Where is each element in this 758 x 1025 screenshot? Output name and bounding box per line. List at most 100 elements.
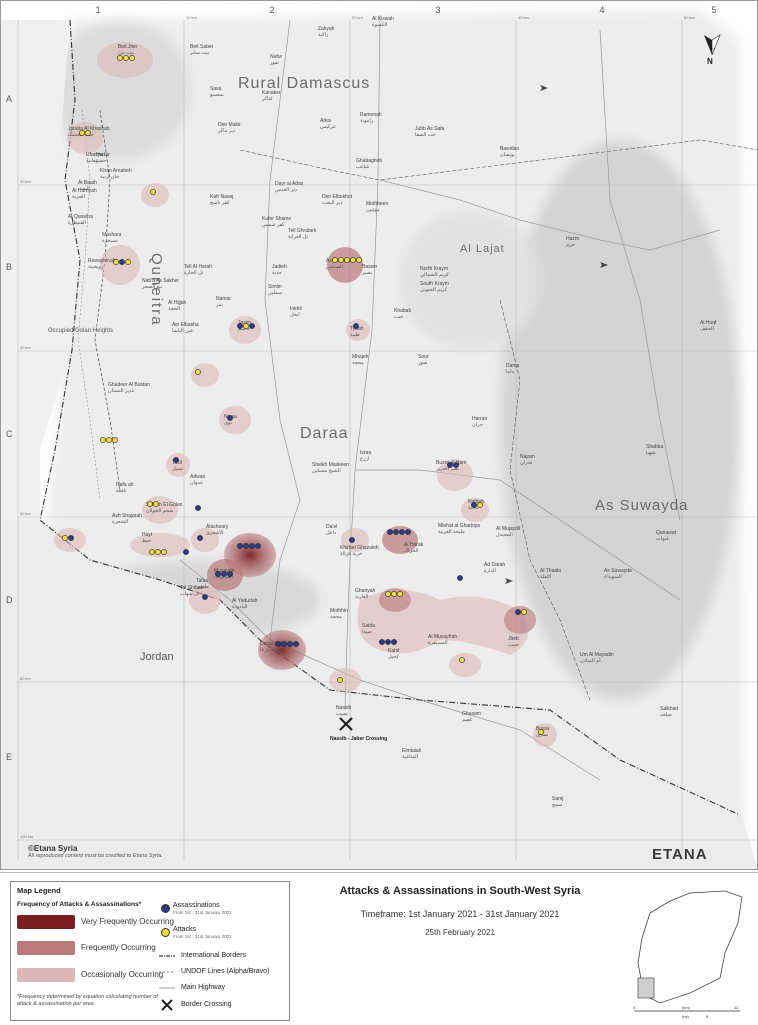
grid-col-labels: 1 2 3 4 5 <box>95 5 716 15</box>
assassination-marker[interactable] <box>237 543 243 549</box>
assassination-marker[interactable] <box>221 571 227 577</box>
place-label-arabic: كفر شمس <box>262 222 285 228</box>
assassination-marker[interactable] <box>447 462 453 468</box>
place-label-arabic: سعسع <box>210 92 224 98</box>
timeframe: Timeframe: 1st January 2021 - 31st Janua… <box>360 909 560 919</box>
assassination-marker[interactable] <box>287 641 293 647</box>
place-label: Al Yadudah <box>232 598 258 604</box>
place-label: Al Hurriyah <box>72 188 97 194</box>
attack-marker[interactable] <box>477 502 483 508</box>
attack-marker[interactable] <box>459 657 465 663</box>
attack-marker[interactable] <box>112 437 118 443</box>
assassination-marker[interactable] <box>281 641 287 647</box>
assassination-marker[interactable] <box>385 639 391 645</box>
assassination-marker[interactable] <box>293 641 299 647</box>
assassination-marker[interactable] <box>453 462 459 468</box>
assassination-marker[interactable] <box>275 641 281 647</box>
attack-marker[interactable] <box>338 257 344 263</box>
assassination-marker[interactable] <box>349 537 355 543</box>
assassination-marker[interactable] <box>119 259 125 265</box>
assassination-marker[interactable] <box>249 543 255 549</box>
place-label: Alasheary <box>206 524 229 530</box>
place-label: Beit Saber <box>190 44 214 50</box>
attack-marker[interactable] <box>385 591 391 597</box>
hotspot-frequent <box>504 606 536 634</box>
attack-marker[interactable] <box>123 55 129 61</box>
attack-marker[interactable] <box>106 437 112 443</box>
attack-marker[interactable] <box>538 729 544 735</box>
attack-marker[interactable] <box>161 549 167 555</box>
place-label-arabic: الدارة <box>484 568 496 574</box>
attack-marker[interactable] <box>155 549 161 555</box>
legend-borders: International Borders <box>181 952 246 959</box>
assassination-marker[interactable] <box>255 543 261 549</box>
assassination-marker[interactable] <box>237 323 243 329</box>
place-label-arabic: بصرى <box>536 732 548 738</box>
attack-marker[interactable] <box>195 369 201 375</box>
attack-marker[interactable] <box>337 677 343 683</box>
svg-text:N: N <box>707 57 713 66</box>
assassination-marker[interactable] <box>515 609 521 615</box>
place-label: Al Mujaydil <box>496 526 520 532</box>
attack-marker[interactable] <box>62 535 68 541</box>
assassination-marker[interactable] <box>243 543 249 549</box>
attack-marker[interactable] <box>243 323 249 329</box>
assassination-marker[interactable] <box>457 575 463 581</box>
place-label: Nab'a As Sakher <box>142 278 179 284</box>
assassination-marker[interactable] <box>249 323 255 329</box>
place-label-arabic: رويحينة <box>88 264 104 270</box>
hotspot-occasional <box>533 723 557 747</box>
assassination-marker[interactable] <box>195 505 201 511</box>
attack-marker[interactable] <box>113 259 119 265</box>
place-label: Ufaniya <box>86 152 103 158</box>
attack-marker[interactable] <box>521 609 527 615</box>
place-label: Muzayrib <box>214 568 235 574</box>
place-label-arabic: صلخد <box>660 712 672 718</box>
attack-marker[interactable] <box>147 501 153 507</box>
place-label-arabic: الحرية <box>72 194 85 200</box>
assassination-marker[interactable] <box>202 594 208 600</box>
svg-text:0: 0 <box>633 1005 636 1010</box>
row-label: C <box>6 429 13 439</box>
legend-crossing: Border Crossing <box>181 1001 232 1008</box>
assassination-marker[interactable] <box>387 529 393 535</box>
assassination-marker[interactable] <box>227 415 233 421</box>
attack-marker[interactable] <box>129 55 135 61</box>
place-label-arabic: سملين <box>268 290 282 296</box>
assassination-marker[interactable] <box>391 639 397 645</box>
attack-marker[interactable] <box>85 130 91 136</box>
attack-marker[interactable] <box>150 189 156 195</box>
assassination-marker[interactable] <box>227 571 233 577</box>
attack-marker[interactable] <box>344 257 350 263</box>
assassination-marker[interactable] <box>393 529 399 535</box>
assassination-marker[interactable] <box>353 323 359 329</box>
assassination-marker[interactable] <box>471 502 477 508</box>
attack-marker[interactable] <box>391 591 397 597</box>
attack-marker[interactable] <box>117 55 123 61</box>
assassination-marker[interactable] <box>405 529 411 535</box>
attack-marker[interactable] <box>350 257 356 263</box>
assassination-marker[interactable] <box>215 571 221 577</box>
svg-text:6: 6 <box>706 1014 709 1019</box>
attack-marker[interactable] <box>332 257 338 263</box>
place-label-arabic: طفس <box>196 584 209 590</box>
attack-marker[interactable] <box>153 501 159 507</box>
attack-marker[interactable] <box>356 257 362 263</box>
svg-text:12: 12 <box>734 1005 739 1010</box>
region-labels: Rural Damascus Quneitra Daraa As Suwayda… <box>48 75 687 663</box>
assassination-marker[interactable] <box>379 639 385 645</box>
assassination-marker[interactable] <box>68 535 74 541</box>
legend-undof: UNDOF Lines (Alpha/Bravo) <box>181 968 270 975</box>
attack-marker[interactable] <box>79 130 85 136</box>
assassination-marker[interactable] <box>183 549 189 555</box>
assassination-marker[interactable] <box>399 529 405 535</box>
assassination-marker[interactable] <box>197 535 203 541</box>
assassination-marker[interactable] <box>173 457 179 463</box>
map-canvas[interactable]: 1 2 3 4 5 A B C D E 10 km 20 km 40 km 60… <box>0 0 758 870</box>
attack-marker[interactable] <box>125 259 131 265</box>
attack-marker[interactable] <box>100 437 106 443</box>
region-label: Quneitra <box>148 253 165 327</box>
attack-marker[interactable] <box>149 549 155 555</box>
attack-marker[interactable] <box>397 591 403 597</box>
place-label: Inkhil <box>290 306 302 312</box>
